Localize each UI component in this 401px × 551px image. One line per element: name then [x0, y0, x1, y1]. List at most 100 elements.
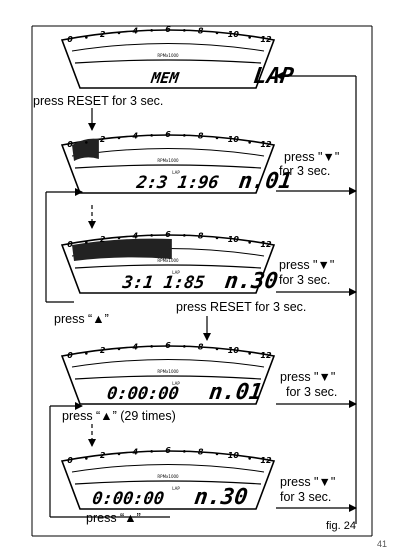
tach-dot: [85, 36, 88, 39]
label-up-1: press “▲”: [54, 312, 109, 326]
tach-scale-6: 6: [165, 25, 171, 34]
page-number: 41: [377, 539, 388, 549]
tach-scale-2: 2: [100, 30, 106, 39]
tach-scale-4: 4: [132, 231, 139, 240]
tach-dot: [183, 345, 186, 348]
tach-dot: [215, 347, 219, 351]
tach-dot: [183, 134, 186, 137]
tach-bar-fill: [72, 238, 172, 261]
tach-scale-12: 12: [260, 240, 272, 249]
tach-dot: [85, 352, 88, 355]
display-left-value: MEM: [149, 69, 181, 87]
tach-arc: [71, 464, 265, 473]
display-bezel: [60, 345, 276, 405]
tach-arc: [71, 359, 265, 368]
label-down-1b: for 3 sec.: [279, 164, 331, 178]
tach-dot: [248, 241, 251, 244]
tach-dot: [150, 134, 153, 137]
display-bezel: [60, 450, 276, 510]
figure-label: fig. 24: [326, 520, 356, 532]
tach-scale-10: 10: [228, 451, 240, 460]
tach-scale-10: 10: [228, 30, 240, 39]
tach-scale-10: 10: [228, 346, 240, 355]
tach-scale-2: 2: [100, 451, 106, 460]
tach-dot: [183, 450, 186, 453]
tach-dot: [117, 136, 121, 140]
tach-scale-6: 6: [165, 130, 171, 139]
rpm-unit-label: RPMx1000: [157, 474, 179, 479]
label-down-1a: press "▼": [284, 150, 340, 164]
tach-scale-12: 12: [260, 140, 272, 149]
display-divider: [74, 264, 262, 269]
tach-dot: [183, 234, 186, 237]
rpm-unit-label: RPMx1000: [157, 369, 179, 374]
lap-tag: LAP: [172, 486, 180, 491]
tach-scale-4: 4: [132, 26, 139, 35]
tach-scale-8: 8: [198, 342, 204, 351]
tach-dot: [117, 236, 121, 240]
label-up-29: press “▲” (29 times): [62, 409, 176, 423]
tach-dot: [150, 29, 153, 32]
tach-scale-6: 6: [165, 230, 171, 239]
lap-tag: LAP: [172, 170, 180, 175]
tach-scale-12: 12: [260, 456, 272, 465]
display-divider: [74, 480, 262, 485]
display-right-value: n.30: [223, 268, 280, 294]
display-divider: [74, 164, 262, 169]
label-down-2b: for 3 sec.: [279, 273, 331, 287]
tach-scale-2: 2: [100, 235, 106, 244]
tach-arc: [71, 43, 265, 52]
tach-dot: [85, 241, 88, 244]
tach-dot: [215, 236, 219, 240]
tach-bar-fill: [72, 138, 99, 161]
tach-dot: [215, 452, 219, 456]
display-right-value: n.30: [193, 484, 250, 510]
tach-dot: [85, 457, 88, 460]
display-left-value: 0:00:00: [91, 489, 165, 509]
tach-scale-0: 0: [67, 456, 73, 465]
tach-scale-4: 4: [132, 131, 139, 140]
label-reset-2: press RESET for 3 sec.: [176, 300, 307, 314]
tach-scale-8: 8: [198, 231, 204, 240]
tach-dot: [183, 29, 186, 32]
tach-scale-4: 4: [132, 342, 139, 351]
tach-scale-8: 8: [198, 26, 204, 35]
tach-dot: [150, 234, 153, 237]
tach-scale-0: 0: [67, 240, 73, 249]
tach-dot: [150, 450, 153, 453]
tach-scale-0: 0: [67, 35, 73, 44]
tach-scale-0: 0: [67, 351, 73, 360]
display-divider: [74, 59, 262, 64]
display-bezel: [60, 29, 276, 89]
rpm-unit-label: RPMx1000: [157, 158, 179, 163]
display-left-value: 2:3 1:96: [134, 173, 220, 193]
display-left-value: 0:00:00: [106, 384, 180, 404]
tach-scale-8: 8: [198, 131, 204, 140]
display-right-value: n.01: [208, 379, 265, 405]
tach-dot: [248, 36, 251, 39]
tach-dot: [150, 345, 153, 348]
lap-tag: LAP: [172, 381, 180, 386]
display-reset30: 0 2 4 6 8 10 12 RPMx1000 LAP 0:00:00 n.30: [60, 446, 276, 510]
label-up-2: press “▲”: [86, 511, 141, 525]
rpm-unit-label: RPMx1000: [157, 53, 179, 58]
rpm-unit-label: RPMx1000: [157, 258, 179, 263]
display-right-value: n.01: [237, 168, 294, 194]
tach-scale-2: 2: [100, 135, 106, 144]
display-left-value: 3:1 1:85: [120, 273, 206, 293]
tach-scale-8: 8: [198, 447, 204, 456]
label-down-4b: for 3 sec.: [280, 490, 332, 504]
display-divider: [74, 375, 262, 380]
tach-dot: [117, 452, 121, 456]
tach-scale-10: 10: [228, 135, 240, 144]
tach-dot: [248, 457, 251, 460]
tach-dot: [248, 141, 251, 144]
tach-scale-6: 6: [165, 446, 171, 455]
tach-dot: [215, 31, 219, 35]
lap-tag: LAP: [172, 270, 180, 275]
label-down-4a: press "▼": [280, 475, 336, 489]
